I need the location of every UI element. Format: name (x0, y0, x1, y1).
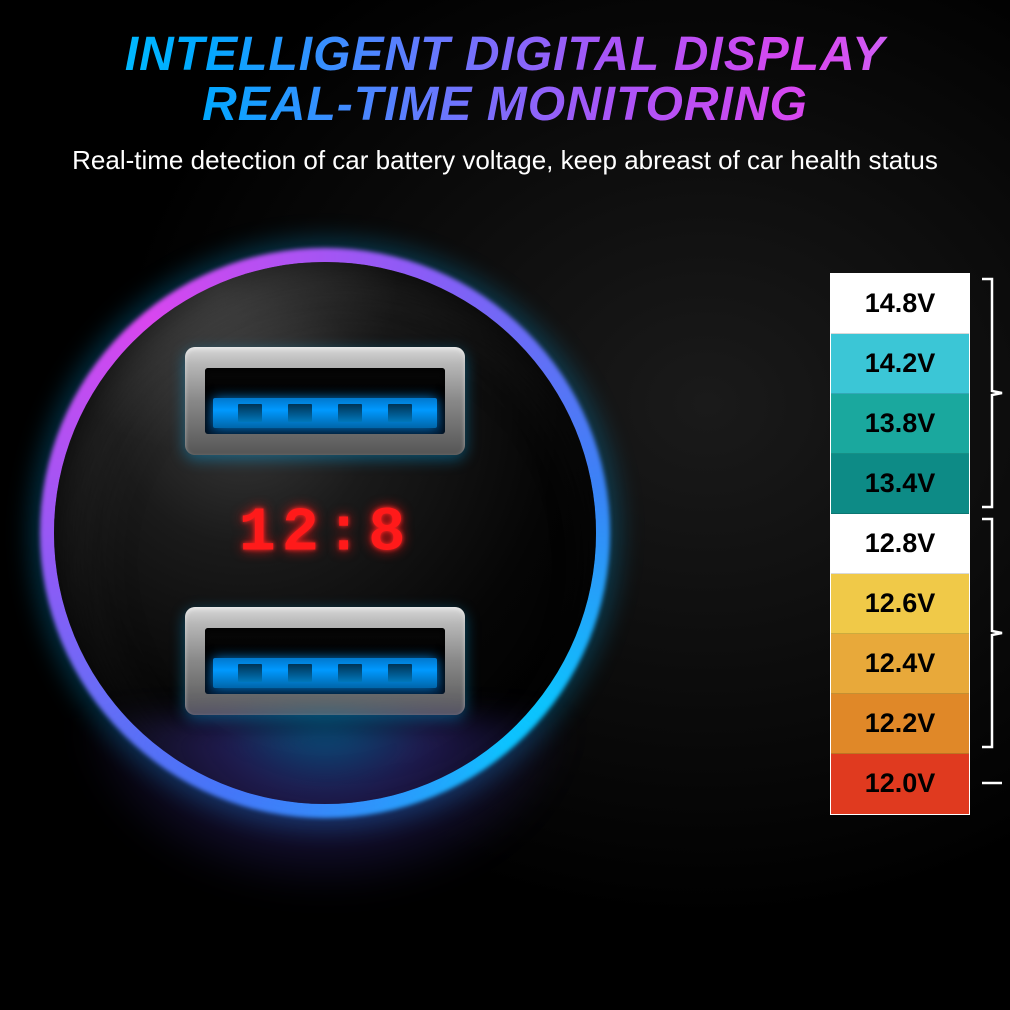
usb-port-bottom (185, 607, 465, 715)
voltage-cell: 12.8V (831, 514, 969, 574)
usb-slot (205, 628, 445, 694)
usb-tongue (213, 398, 437, 428)
title-line-2: REAL-TIME MONITORING (0, 80, 1010, 130)
led-voltage-display: 12:8 (239, 497, 412, 568)
usb-tongue (213, 658, 437, 688)
subtitle: Real-time detection of car battery volta… (0, 143, 1010, 178)
voltage-cell: 12.6V (831, 574, 969, 634)
bracket-icon (980, 517, 1008, 749)
header: INTELLIGENT DIGITAL DISPLAY REAL-TIME MO… (0, 0, 1010, 178)
charger-device: 12:8 (40, 248, 610, 818)
usb-slot (205, 368, 445, 434)
bracket-icon (980, 277, 1008, 509)
voltage-cell: 12.0V (831, 754, 969, 814)
voltage-table: 14.8V14.2V13.8V13.4V12.8V12.6V12.4V12.2V… (830, 273, 970, 815)
voltage-chart: 14.8V14.2V13.8V13.4V12.8V12.6V12.4V12.2V… (830, 273, 970, 815)
title-line-1: INTELLIGENT DIGITAL DISPLAY (0, 30, 1010, 80)
voltage-cell: 14.2V (831, 334, 969, 394)
voltage-cell: 13.4V (831, 454, 969, 514)
usb-port-top (185, 347, 465, 455)
voltage-cell: 13.8V (831, 394, 969, 454)
voltage-cell: 12.4V (831, 634, 969, 694)
voltage-cell: 12.2V (831, 694, 969, 754)
main-content: 12:8 14.8V14.2V13.8V13.4V12.8V12.6V12.4V… (0, 188, 1010, 948)
device-bottom-glow (75, 718, 575, 898)
voltage-cell: 14.8V (831, 274, 969, 334)
bracket-icon (980, 757, 1008, 809)
